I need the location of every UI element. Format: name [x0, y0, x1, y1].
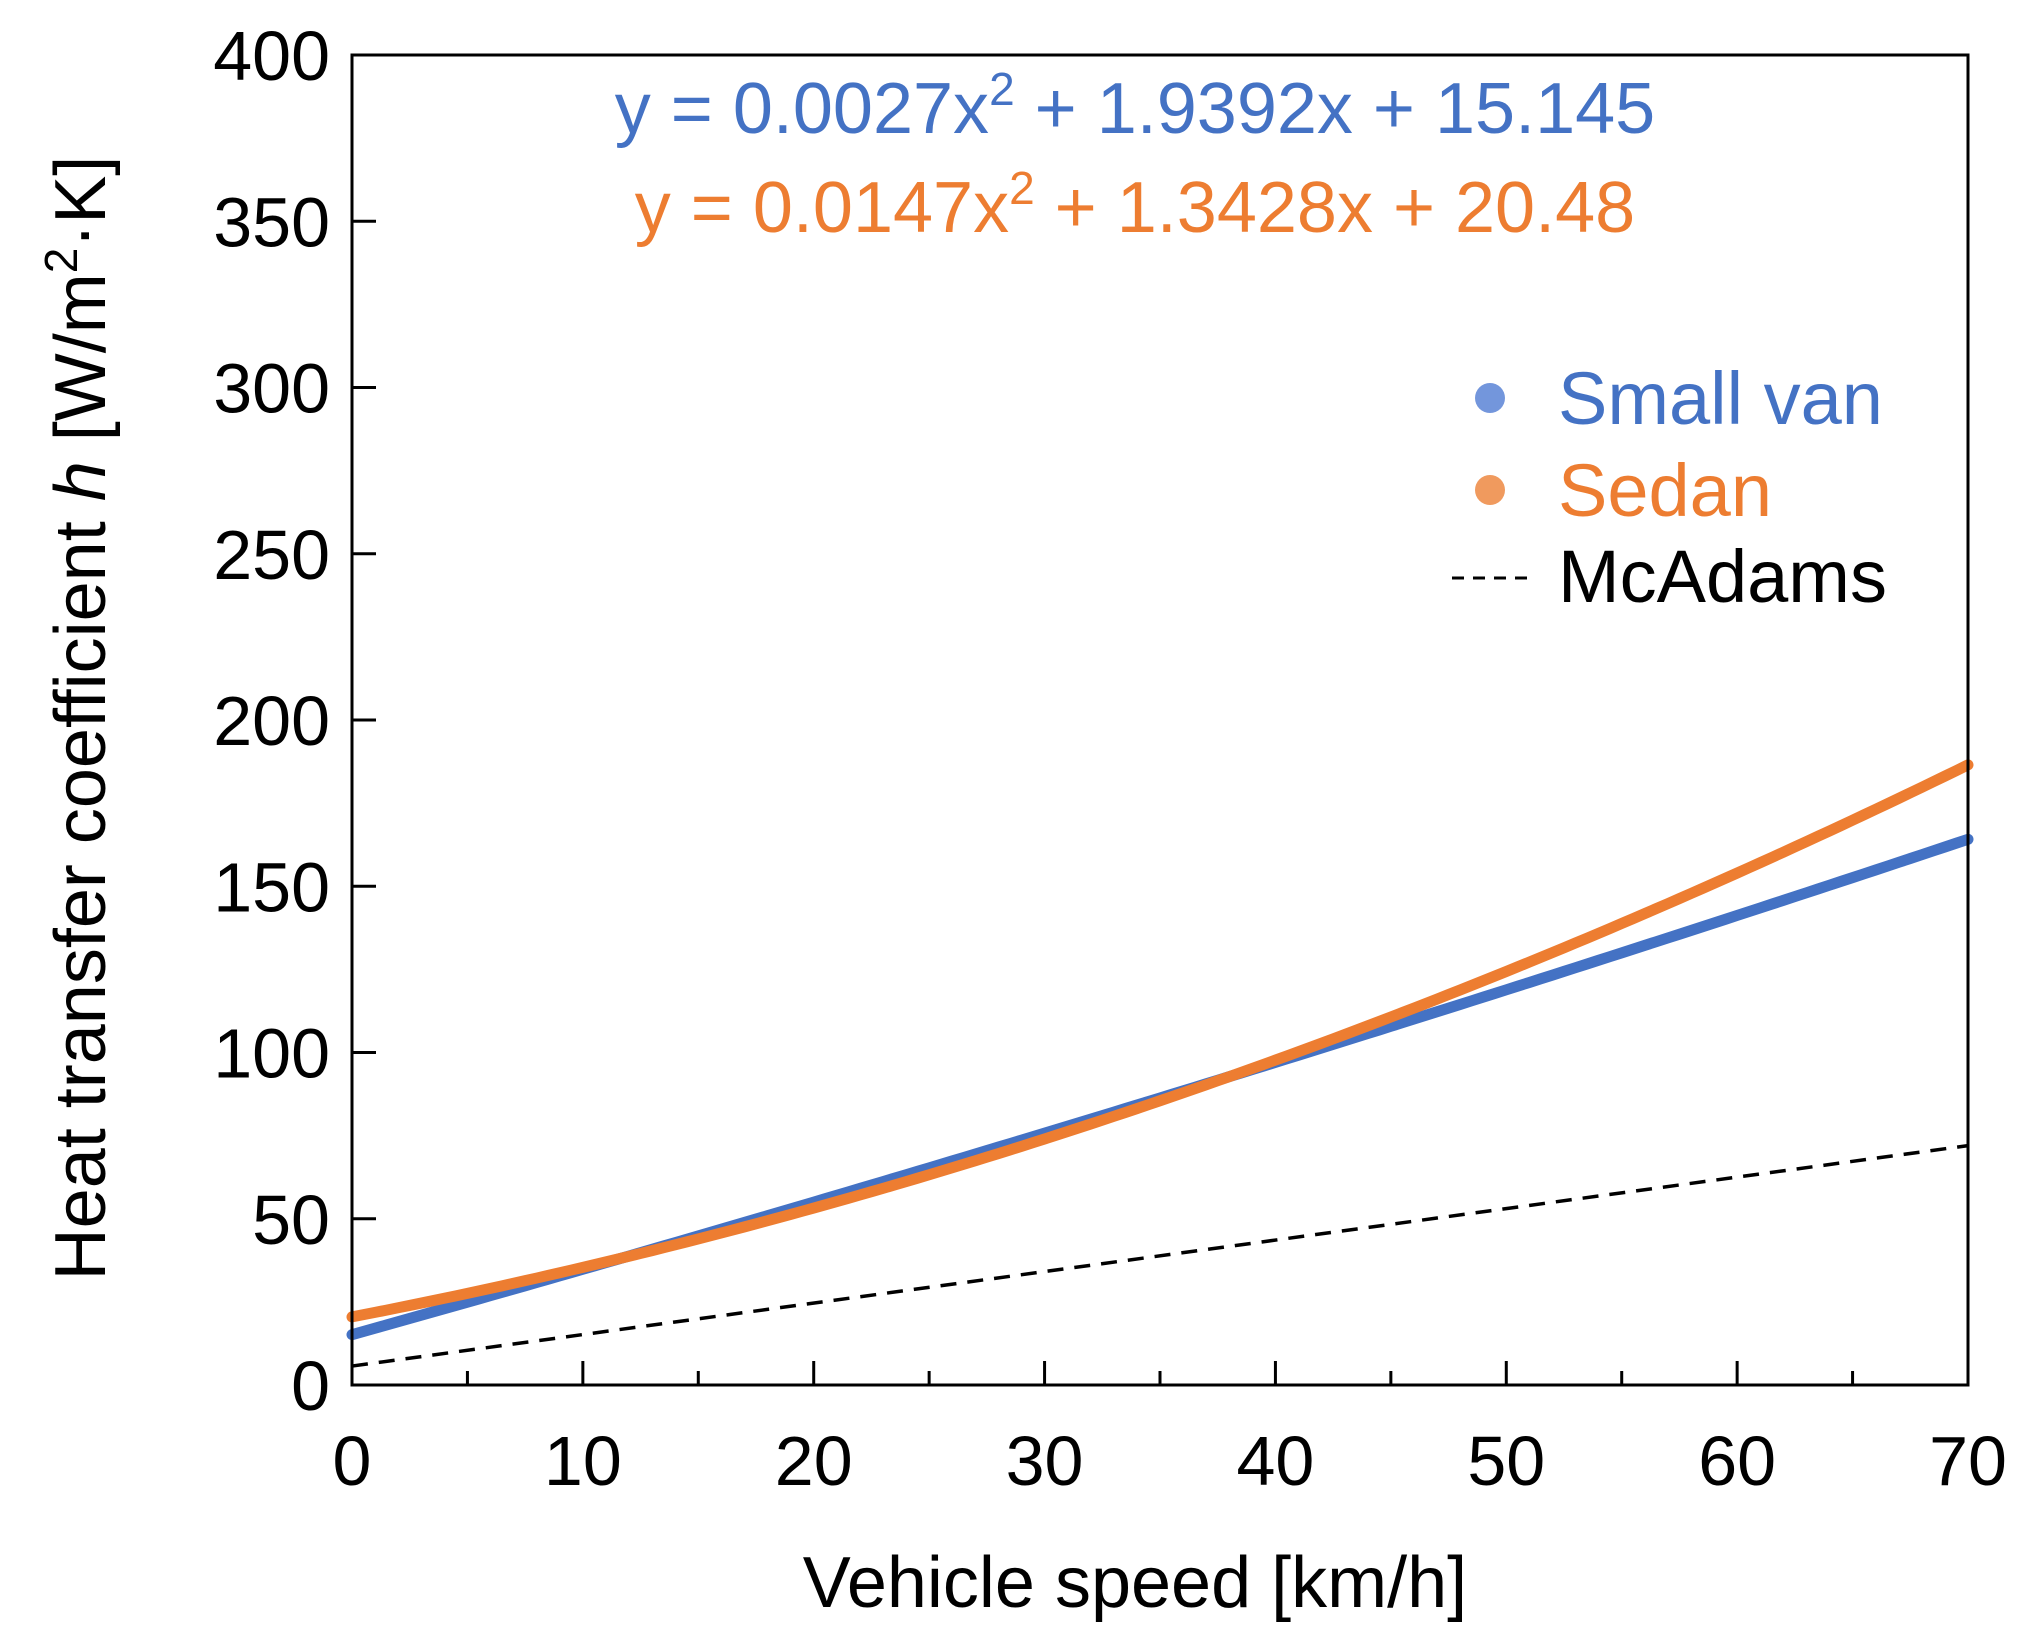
- sedan-equation: y = 0.0147x2 + 1.3428x + 20.48: [635, 162, 1635, 248]
- y-tick-label-300: 300: [213, 350, 330, 428]
- plot-frame: [350, 53, 1970, 1387]
- y-tick-label-200: 200: [213, 682, 330, 760]
- series-line-sedan: [346, 759, 1974, 1323]
- y-tick-label-250: 250: [213, 516, 330, 594]
- legend-label-sedan: Sedan: [1558, 449, 1772, 532]
- y-tick-label-50: 50: [252, 1181, 330, 1259]
- y-tick-label-400: 400: [213, 17, 330, 95]
- x-tick-label-60: 60: [1698, 1422, 1776, 1500]
- x-axis-title: Vehicle speed [km/h]: [803, 1543, 1467, 1623]
- y-tick-label-0: 0: [291, 1347, 330, 1425]
- series-line-mcadams: [351, 1143, 1969, 1368]
- x-tick-label-70: 70: [1929, 1422, 2007, 1500]
- y-tick-label-350: 350: [213, 183, 330, 261]
- x-tick-label-30: 30: [1006, 1422, 1084, 1500]
- series-layer: [346, 759, 1974, 1368]
- y-tick-label-150: 150: [213, 848, 330, 926]
- ticks-layer: 0 10 20 30 40 50 60 70 0 50 100 150 200 250 300 350 400: [213, 17, 2007, 1500]
- x-tick-label-40: 40: [1236, 1422, 1314, 1500]
- legend-label-mcadams: McAdams: [1558, 535, 1887, 618]
- van-equation: y = 0.0027x2 + 1.9392x + 15.145: [615, 63, 1655, 149]
- legend: Small van Sedan McAdams: [1452, 357, 1887, 618]
- legend-marker-small-van: [1475, 383, 1505, 413]
- legend-marker-sedan: [1475, 475, 1505, 505]
- x-tick-label-10: 10: [544, 1422, 622, 1500]
- y-axis-title: Heat transfer coefficient h [W/m2·K]: [35, 156, 121, 1281]
- y-tick-label-100: 100: [213, 1015, 330, 1093]
- legend-label-small-van: Small van: [1558, 357, 1883, 440]
- x-tick-label-0: 0: [333, 1422, 372, 1500]
- x-tick-label-50: 50: [1467, 1422, 1545, 1500]
- x-tick-label-20: 20: [775, 1422, 853, 1500]
